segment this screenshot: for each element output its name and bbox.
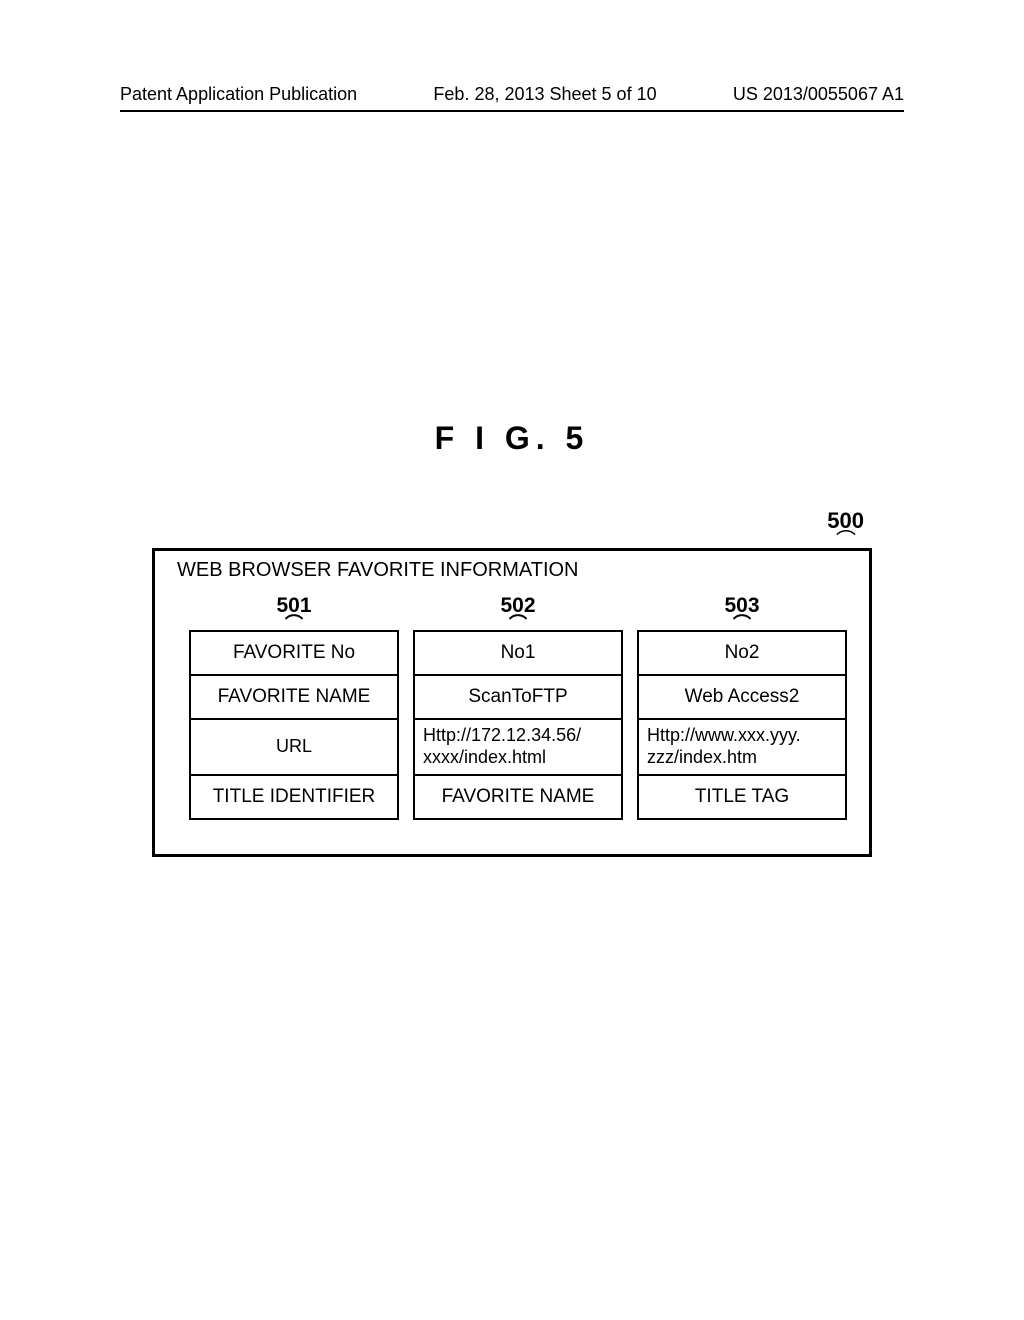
cell-url-label: URL — [189, 718, 399, 776]
cell-no2-name: Web Access2 — [637, 674, 847, 720]
cell-no1-number: No1 — [413, 630, 623, 676]
tick-501: ⌒ — [189, 618, 399, 630]
cell-title-identifier-label: TITLE IDENTIFIER — [189, 774, 399, 820]
cell-no2-url: Http://www.xxx.yyy. zzz/index.htm — [637, 718, 847, 776]
cell-favorite-name-label: FAVORITE NAME — [189, 674, 399, 720]
favorite-info-box: WEB BROWSER FAVORITE INFORMATION 501 502… — [152, 548, 872, 857]
header-center: Feb. 28, 2013 Sheet 5 of 10 — [433, 84, 656, 105]
tick-502: ⌒ — [413, 618, 623, 630]
cell-no1-name: ScanToFTP — [413, 674, 623, 720]
header-left: Patent Application Publication — [120, 84, 357, 105]
cell-no1-title-id: FAVORITE NAME — [413, 774, 623, 820]
cell-no1-url: Http://172.12.34.56/ xxxx/index.html — [413, 718, 623, 776]
table-col-no2: No2 Web Access2 Http://www.xxx.yyy. zzz/… — [637, 630, 847, 818]
main-reference-tick: ⌒ — [836, 536, 856, 546]
table-col-no1: No1 ScanToFTP Http://172.12.34.56/ xxxx/… — [413, 630, 623, 818]
favorite-info-title: WEB BROWSER FAVORITE INFORMATION — [177, 559, 849, 582]
header-rule — [120, 110, 904, 112]
header-right: US 2013/0055067 A1 — [733, 84, 904, 105]
favorite-table: FAVORITE No FAVORITE NAME URL TITLE IDEN… — [189, 630, 849, 818]
tick-503: ⌒ — [637, 618, 847, 630]
table-col-labels: FAVORITE No FAVORITE NAME URL TITLE IDEN… — [189, 630, 399, 818]
cell-no2-number: No2 — [637, 630, 847, 676]
cell-favorite-no-label: FAVORITE No — [189, 630, 399, 676]
cell-no2-title-id: TITLE TAG — [637, 774, 847, 820]
column-reference-ticks: ⌒ ⌒ ⌒ — [189, 618, 849, 630]
page-header: Patent Application Publication Feb. 28, … — [0, 84, 1024, 105]
figure-label: F I G. 5 — [0, 420, 1024, 457]
